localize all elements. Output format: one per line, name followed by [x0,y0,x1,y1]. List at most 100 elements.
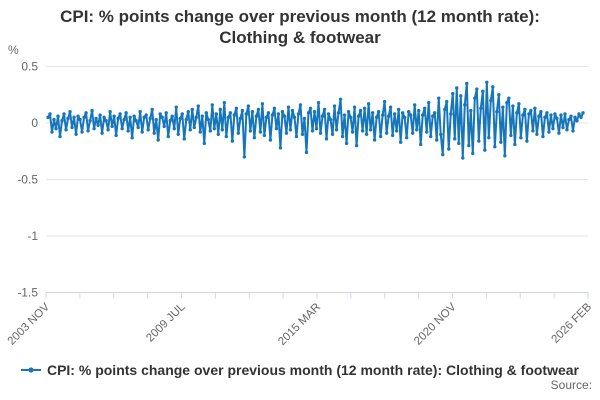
data-point-marker[interactable] [517,102,521,106]
data-point-marker[interactable] [364,132,369,136]
data-point-marker[interactable] [96,123,100,127]
data-point-marker[interactable] [120,126,124,131]
data-point-marker[interactable] [176,132,180,136]
data-point-marker[interactable] [571,129,575,133]
data-point-marker[interactable] [501,105,505,109]
data-point-marker[interactable] [148,116,152,121]
data-point-marker[interactable] [507,96,511,100]
data-point-marker[interactable] [537,114,541,118]
data-point-marker[interactable] [242,155,247,159]
data-point-marker[interactable] [114,133,118,138]
data-point-marker[interactable] [513,142,517,147]
data-point-marker[interactable] [136,125,140,130]
data-point-marker[interactable] [529,108,533,113]
data-point-marker[interactable] [74,132,78,136]
data-point-marker[interactable] [551,126,555,131]
data-point-marker[interactable] [226,115,231,120]
data-point-marker[interactable] [276,112,281,116]
data-point-marker[interactable] [569,114,573,118]
data-point-marker[interactable] [451,91,455,96]
data-point-marker[interactable] [54,126,58,131]
data-point-marker[interactable] [541,134,545,139]
data-point-marker[interactable] [505,100,509,105]
data-point-marker[interactable] [254,114,259,118]
data-point-marker[interactable] [214,112,219,116]
data-point-marker[interactable] [376,110,381,114]
data-point-marker[interactable] [545,111,549,115]
data-point-marker[interactable] [170,114,174,118]
data-point-marker[interactable] [278,146,283,150]
data-point-marker[interactable] [232,113,237,117]
data-point-marker[interactable] [334,128,339,132]
data-point-marker[interactable] [433,111,437,115]
data-point-marker[interactable] [439,132,443,136]
data-point-marker[interactable] [459,94,463,98]
data-point-marker[interactable] [178,116,182,121]
data-point-marker[interactable] [234,106,239,111]
data-point-marker[interactable] [274,126,279,131]
data-point-marker[interactable] [62,112,66,116]
data-point-marker[interactable] [563,112,567,116]
data-point-marker[interactable] [48,112,52,116]
data-point-marker[interactable] [256,107,261,112]
data-point-marker[interactable] [378,134,383,139]
data-point-marker[interactable] [310,129,315,133]
data-point-marker[interactable] [138,110,142,114]
data-point-marker[interactable] [384,131,389,135]
data-point-marker[interactable] [252,135,257,140]
data-point-marker[interactable] [312,110,317,114]
data-point-marker[interactable] [172,126,176,131]
data-point-marker[interactable] [499,140,503,144]
data-point-marker[interactable] [222,100,227,105]
data-point-marker[interactable] [390,133,395,138]
data-point-marker[interactable] [362,106,367,111]
data-point-marker[interactable] [521,113,525,117]
data-point-marker[interactable] [356,114,361,118]
data-point-marker[interactable] [485,80,489,85]
data-point-marker[interactable] [579,115,583,120]
data-point-marker[interactable] [360,129,365,133]
data-point-marker[interactable] [162,124,166,129]
data-point-marker[interactable] [348,115,353,120]
data-point-marker[interactable] [280,110,285,114]
data-point-marker[interactable] [108,110,112,114]
data-point-marker[interactable] [531,129,535,133]
data-point-marker[interactable] [262,133,267,138]
data-point-marker[interactable] [122,117,126,122]
data-point-marker[interactable] [152,131,156,135]
data-point-marker[interactable] [156,138,160,142]
data-point-marker[interactable] [503,154,507,158]
data-point-marker[interactable] [346,110,351,114]
data-point-marker[interactable] [475,87,479,91]
data-point-marker[interactable] [52,117,56,122]
data-point-marker[interactable] [404,135,409,140]
data-point-marker[interactable] [547,130,551,134]
data-point-marker[interactable] [326,112,331,116]
data-point-marker[interactable] [431,114,435,118]
data-point-marker[interactable] [380,113,385,117]
data-point-marker[interactable] [483,148,487,152]
data-point-marker[interactable] [497,93,501,97]
data-point-marker[interactable] [66,116,70,121]
data-point-marker[interactable] [102,115,106,120]
data-point-marker[interactable] [543,115,547,120]
data-point-marker[interactable] [210,103,215,107]
data-point-marker[interactable] [539,110,543,114]
data-point-marker[interactable] [282,114,287,118]
data-point-marker[interactable] [443,107,447,112]
data-point-marker[interactable] [268,138,273,142]
data-point-marker[interactable] [481,89,485,94]
data-point-marker[interactable] [236,131,241,135]
data-point-marker[interactable] [573,115,577,120]
data-point-marker[interactable] [408,113,413,117]
data-point-marker[interactable] [216,132,221,136]
data-point-marker[interactable] [168,119,172,123]
data-point-marker[interactable] [248,129,253,133]
data-point-marker[interactable] [461,156,465,160]
data-point-marker[interactable] [250,110,255,114]
data-point-marker[interactable] [396,107,401,112]
data-point-marker[interactable] [445,99,449,104]
data-point-marker[interactable] [134,119,138,123]
data-point-marker[interactable] [553,112,557,116]
